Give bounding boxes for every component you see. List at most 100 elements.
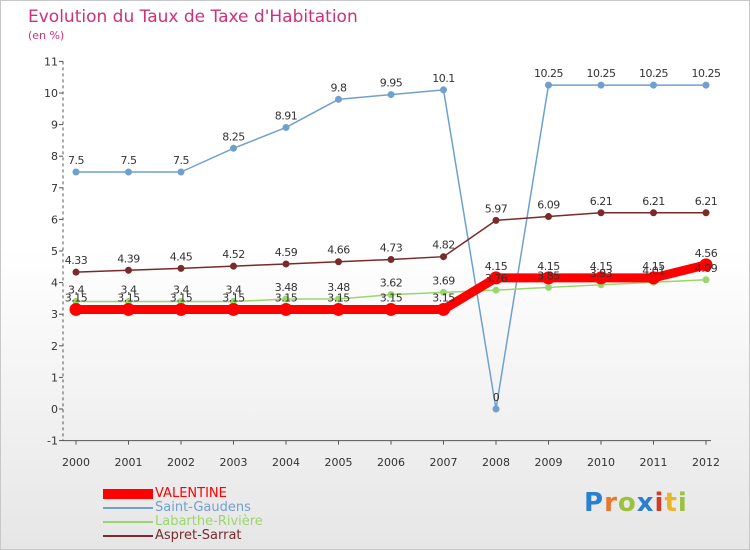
- x-tick-label: 2008: [482, 456, 510, 469]
- data-point: [125, 168, 132, 176]
- data-label: 4.45: [170, 250, 193, 263]
- data-label: 4.39: [117, 252, 140, 265]
- data-point: [335, 95, 342, 103]
- data-label: 4.82: [432, 239, 455, 252]
- data-label: 3.93: [590, 267, 613, 280]
- data-label: 0: [493, 391, 500, 404]
- data-label: 10.25: [692, 67, 721, 80]
- logo-letter: t: [664, 488, 678, 518]
- legend-label: Labarthe-Rivière: [155, 514, 263, 529]
- data-point: [440, 288, 447, 296]
- data-point: [650, 81, 657, 89]
- y-tick-label: 2: [51, 340, 58, 353]
- data-point: [650, 209, 657, 217]
- x-tick-label: 2010: [587, 456, 615, 469]
- data-label: 10.1: [432, 72, 455, 85]
- data-label: 4.09: [695, 262, 718, 275]
- data-label: 4.15: [537, 260, 560, 273]
- data-point: [387, 91, 395, 99]
- x-tick-label: 2009: [535, 456, 563, 469]
- data-point: [387, 256, 395, 264]
- y-tick-label: 0: [51, 403, 58, 416]
- proxiti-logo: Proxiti: [584, 488, 688, 518]
- data-label: 4.33: [65, 254, 88, 267]
- x-tick-label: 2002: [167, 456, 195, 469]
- y-tick-label: 7: [51, 182, 58, 195]
- data-point: [72, 168, 80, 176]
- data-label: 3.15: [170, 291, 193, 304]
- data-point: [489, 271, 503, 285]
- x-tick-label: 2003: [220, 456, 248, 469]
- data-label: 3.62: [380, 277, 403, 290]
- data-label: 3.48: [327, 281, 350, 294]
- data-point: [177, 264, 185, 272]
- data-label: 3.15: [65, 291, 88, 304]
- data-point: [387, 291, 395, 299]
- data-label: 9.95: [380, 77, 403, 90]
- x-tick-label: 2005: [325, 456, 353, 469]
- data-label: 3.4: [173, 284, 189, 297]
- data-point: [282, 260, 290, 268]
- data-label: 3.69: [432, 274, 455, 287]
- data-point: [545, 81, 552, 89]
- y-tick-label: 1: [51, 371, 58, 384]
- data-point: [597, 81, 605, 89]
- data-label: 4.59: [275, 246, 298, 259]
- data-label: 5.97: [485, 202, 508, 215]
- x-tick-label: 2007: [430, 456, 458, 469]
- logo-letter: o: [617, 488, 637, 518]
- data-label: 8.91: [275, 109, 298, 122]
- y-tick-label: 10: [44, 87, 58, 100]
- x-tick-label: 2004: [272, 456, 300, 469]
- y-tick-label: -1: [47, 435, 58, 448]
- legend-label: VALENTINE: [155, 486, 227, 501]
- data-label: 3.4: [68, 284, 84, 297]
- legend-swatch: [103, 507, 153, 509]
- data-point: [545, 213, 552, 221]
- data-point: [492, 405, 500, 413]
- legend-swatch: [103, 521, 153, 523]
- x-tick-label: 2006: [377, 456, 405, 469]
- legend-label: Saint-Gaudens: [155, 500, 251, 515]
- logo-letter: r: [604, 488, 618, 518]
- logo-letter: x: [636, 488, 655, 518]
- data-label: 3.15: [327, 291, 350, 304]
- data-label: 4.15: [642, 260, 665, 273]
- data-label: 10.25: [534, 67, 563, 80]
- data-point: [72, 268, 80, 276]
- logo-letter: P: [584, 488, 605, 518]
- data-point: [125, 266, 132, 274]
- data-point: [594, 271, 608, 285]
- data-point: [440, 86, 447, 94]
- data-label: 4.56: [695, 247, 718, 260]
- data-label: 4.52: [222, 248, 245, 261]
- data-point: [335, 295, 342, 303]
- data-label: 3.15: [380, 291, 403, 304]
- data-label: 10.25: [587, 67, 616, 80]
- data-label: 3.85: [537, 269, 560, 282]
- data-label: 3.76: [485, 272, 508, 285]
- x-tick-label: 2012: [692, 456, 720, 469]
- data-point: [597, 209, 605, 217]
- data-point: [437, 302, 450, 316]
- data-label: 3.15: [432, 291, 455, 304]
- data-point: [384, 302, 398, 316]
- y-tick-label: 3: [51, 308, 58, 321]
- y-tick-label: 9: [51, 119, 58, 132]
- legend-swatch: [103, 489, 153, 499]
- data-point: [230, 144, 237, 152]
- data-label: 10.25: [639, 67, 668, 80]
- data-label: 3.48: [275, 281, 298, 294]
- x-tick-label: 2001: [115, 456, 143, 469]
- data-point: [279, 302, 293, 316]
- data-label: 6.21: [590, 195, 613, 208]
- data-point: [542, 271, 555, 285]
- data-point: [492, 286, 500, 294]
- data-point: [335, 258, 342, 266]
- data-label: 7.5: [173, 154, 189, 167]
- data-point: [440, 253, 447, 261]
- data-point: [332, 302, 345, 316]
- data-label: 4.66: [327, 244, 350, 257]
